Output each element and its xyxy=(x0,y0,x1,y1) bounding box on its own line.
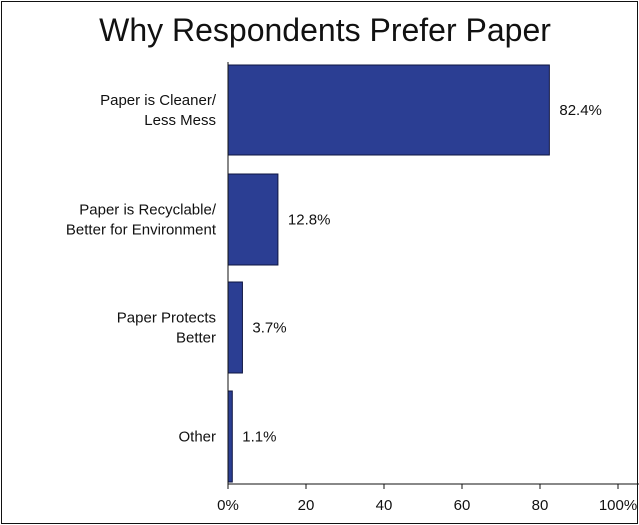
category-label-line: Better xyxy=(176,330,216,347)
category-label-line: Paper is Recyclable/ xyxy=(79,202,217,219)
category-label: Paper is Cleaner/Less Mess xyxy=(100,92,217,129)
x-axis: 0% 20 40 60 80 100% xyxy=(217,62,639,514)
category-label-line: Paper Protects xyxy=(117,310,216,327)
bar xyxy=(227,173,279,266)
x-tick-label: 100% xyxy=(599,497,637,514)
x-tick-label: 60 xyxy=(454,497,471,514)
labels-layer: 82.4% Paper is Cleaner/Less Mess 12.8% Pape… xyxy=(66,92,602,446)
bar-value-label: 3.7% xyxy=(252,320,286,337)
category-label: Other xyxy=(178,429,216,446)
x-tick-label: 20 xyxy=(298,497,315,514)
category-label: Paper Protects Better xyxy=(117,310,216,347)
category-label-line: Paper is Cleaner/ xyxy=(100,92,217,109)
bar-value-label: 12.8% xyxy=(288,212,331,229)
category-label: Paper is Recyclable/Better for Environme… xyxy=(66,202,217,239)
category-label-line: Other xyxy=(178,429,216,446)
x-tick-label: 80 xyxy=(532,497,549,514)
bars-layer xyxy=(227,64,550,483)
x-tick-label: 0% xyxy=(217,497,239,514)
bar xyxy=(227,390,233,483)
bar xyxy=(227,281,243,374)
bar-value-label: 82.4% xyxy=(559,102,602,119)
x-tick-label: 40 xyxy=(376,497,393,514)
bar-value-label: 1.1% xyxy=(242,429,276,446)
category-label-line: Less Mess xyxy=(144,112,216,129)
bar xyxy=(227,64,550,156)
category-label-line: Better for Environment xyxy=(66,222,217,239)
chart-title: Why Respondents Prefer Paper xyxy=(99,12,551,48)
